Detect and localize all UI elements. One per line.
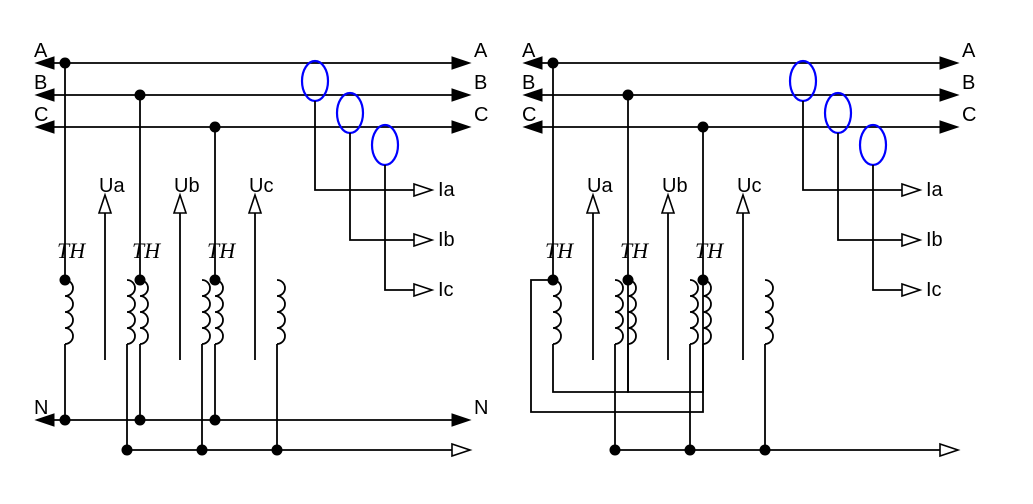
left-ct-B-label: Ib	[438, 229, 455, 251]
right-bus-B-label-left: B	[522, 72, 535, 94]
left-vt-A-device-label: TH	[57, 238, 86, 263]
right-bus-A-arrow-right	[940, 57, 958, 69]
left-vt-B-device-label: TH	[132, 238, 161, 263]
left-ct-B-arrow	[414, 234, 432, 246]
left-vt-A-primary-coil	[65, 280, 73, 344]
right-ct-A-arrow	[902, 184, 920, 196]
right-bus-A-label-right: A	[962, 40, 976, 62]
right-vt-A-sense-arrow	[587, 195, 599, 213]
left-bus-B-arrow-right	[452, 89, 470, 101]
left-vt-B-sense-arrow	[174, 195, 186, 213]
left-vt-A-sense-label: Ua	[99, 175, 125, 197]
left-vt-C-sense-label: Uc	[249, 175, 273, 197]
right-vt-C-sense-arrow	[737, 195, 749, 213]
left-ct-C-secondary	[385, 165, 414, 290]
left-vt-C-neutral-node	[210, 415, 221, 426]
right-vt-B-sense-label: Ub	[662, 175, 688, 197]
left-vt-B-neutral-node	[135, 415, 146, 426]
right-ct-C-label: Ic	[926, 279, 942, 301]
right-vt-A-secondary-coil	[615, 280, 623, 344]
left-vt-B-tap-node	[135, 90, 146, 101]
right-ct-B-secondary	[838, 133, 902, 240]
left-vt-A-sense-arrow	[99, 195, 111, 213]
right-bus-B-label-right: B	[962, 72, 975, 94]
right-bus-C-label-left: C	[522, 104, 536, 126]
left-secondary-bus-arrow	[452, 444, 470, 456]
right-vt-C-secondary-coil	[765, 280, 773, 344]
right-secondary-bus-arrow	[940, 444, 958, 456]
left-ct-C-arrow	[414, 284, 432, 296]
right-vt-A-tap-node	[548, 58, 559, 69]
left-bus-B-label-left: B	[34, 72, 47, 94]
right-vt-B-primary-coil	[628, 280, 636, 344]
left-ct-A-arrow	[414, 184, 432, 196]
right-ct-C-arrow	[902, 284, 920, 296]
left-bus-A-arrow-right	[452, 57, 470, 69]
left-vt-A-neutral-node	[60, 415, 71, 426]
right-vt-C-device-label: TH	[695, 238, 724, 263]
left-neutral-arrow-right	[452, 414, 470, 426]
left-vt-C-tap-node	[210, 122, 221, 133]
left-bus-B-label-right: B	[474, 72, 487, 94]
left-neutral-label-left: N	[34, 397, 48, 419]
left-bus-C-label-left: C	[34, 104, 48, 126]
right-vt-B-sense-arrow	[662, 195, 674, 213]
right-vt-B-secondary-coil	[690, 280, 698, 344]
right-ct-A-secondary	[803, 101, 902, 190]
right-ct-C-ring	[860, 125, 886, 165]
left-vt-A-tap-node	[60, 58, 71, 69]
right-vt-A-device-label: TH	[545, 238, 574, 263]
right-bus-B-arrow-right	[940, 89, 958, 101]
right-vt-B-device-label: TH	[620, 238, 649, 263]
left-vt-C-device-label: TH	[207, 238, 236, 263]
left-vt-A-secondary-coil	[127, 280, 135, 344]
left-vt-C-sense-arrow	[249, 195, 261, 213]
left-vt-C-secondary-coil	[277, 280, 285, 344]
left-bus-C-arrow-right	[452, 121, 470, 133]
right-bus-C-label-right: C	[962, 104, 976, 126]
left-ct-B-secondary	[350, 133, 414, 240]
right-ct-B-arrow	[902, 234, 920, 246]
right-ct-A-label: Ia	[926, 179, 944, 201]
left-bus-A-label-left: A	[34, 40, 48, 62]
right-bus-A-label-left: A	[522, 40, 536, 62]
right-ct-C-secondary	[873, 165, 902, 290]
left-vt-B-sense-label: Ub	[174, 175, 200, 197]
left-bus-A-label-right: A	[474, 40, 488, 62]
right-vt-A-sense-label: Ua	[587, 175, 613, 197]
left-bus-C-label-right: C	[474, 104, 488, 126]
right-vt-A-primary-coil	[553, 280, 561, 344]
right-bus-C-arrow-right	[940, 121, 958, 133]
right-vt-C-primary-coil	[703, 280, 711, 344]
left-vt-B-primary-coil	[140, 280, 148, 344]
left-ct-C-ring	[372, 125, 398, 165]
right-vt-B-tap-node	[623, 90, 634, 101]
left-ct-A-label: Ia	[438, 179, 456, 201]
right-vt-C-tap-node	[698, 122, 709, 133]
right-ct-B-label: Ib	[926, 229, 943, 251]
left-vt-B-secondary-coil	[202, 280, 210, 344]
left-neutral-label-right: N	[474, 397, 488, 419]
right-vt-C-sense-label: Uc	[737, 175, 761, 197]
left-vt-C-primary-coil	[215, 280, 223, 344]
left-ct-C-label: Ic	[438, 279, 454, 301]
left-ct-A-secondary	[315, 101, 414, 190]
